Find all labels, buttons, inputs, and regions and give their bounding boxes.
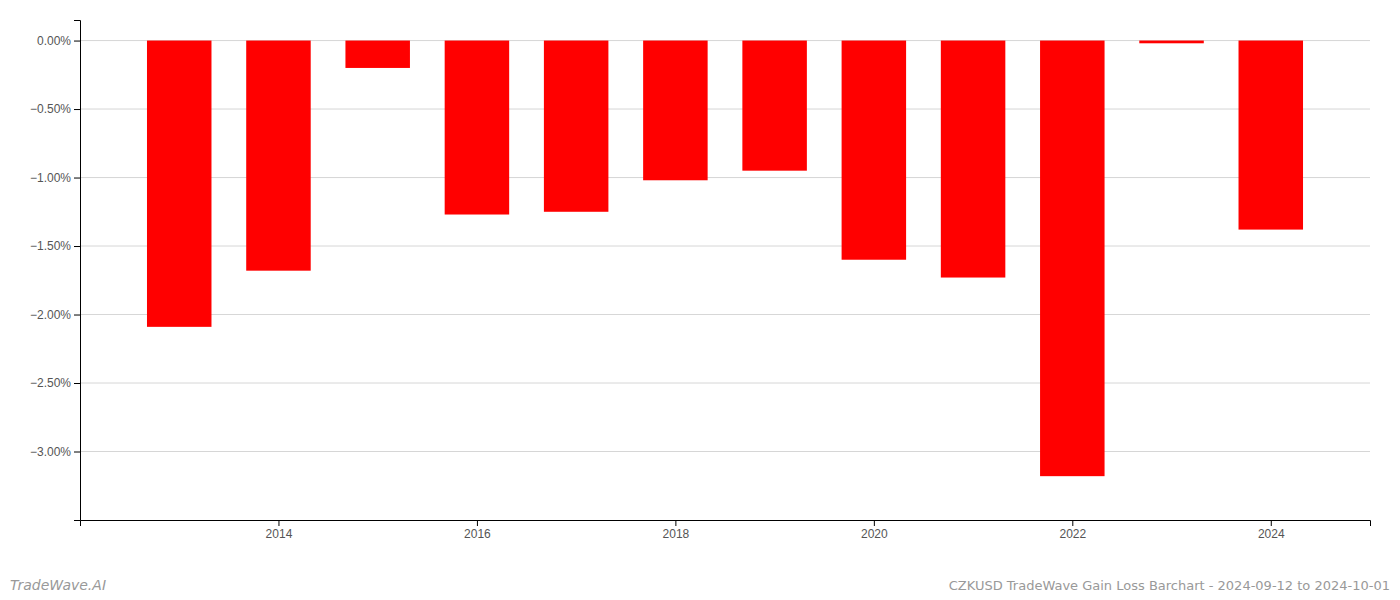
bar	[246, 41, 311, 271]
tick-label: 2022	[1059, 527, 1086, 541]
tick-label: 0.00%	[37, 34, 71, 48]
tick-label: −3.00%	[30, 445, 71, 459]
bar	[445, 41, 510, 215]
tick: −1.50%	[30, 239, 80, 253]
tick-mark	[1271, 520, 1272, 526]
tick: −2.00%	[30, 308, 80, 322]
tick-mark	[74, 383, 80, 384]
tick-mark	[874, 520, 875, 526]
tick-mark	[74, 452, 80, 453]
bar	[941, 41, 1006, 278]
tick-label: 2014	[266, 527, 293, 541]
tick: 2014	[266, 520, 293, 541]
tick-mark	[74, 315, 80, 316]
tick: −2.50%	[30, 376, 80, 390]
tick: 2016	[464, 520, 491, 541]
tick-mark	[1072, 520, 1073, 526]
tick: 2024	[1258, 520, 1285, 541]
tick-mark	[74, 41, 80, 42]
tick-label: 2016	[464, 527, 491, 541]
chart: 0.00% −0.50% −1.00% −1.50% −2.00% −2.50% −3.00…	[0, 0, 1400, 600]
grid	[80, 41, 1370, 452]
tick: 2018	[663, 520, 690, 541]
bar	[544, 41, 609, 212]
title: CZKUSD TradeWave Gain Loss Barchart - 20…	[949, 578, 1390, 593]
bar	[643, 41, 708, 181]
bar	[345, 41, 410, 68]
bar	[1139, 41, 1204, 44]
tick-label: −0.50%	[30, 102, 71, 116]
tick: 2022	[1059, 520, 1086, 541]
x-axis: 2014 2016 2018 2020 2022 2024	[81, 520, 1371, 541]
bar	[1040, 41, 1105, 477]
tick-label: −2.00%	[30, 308, 71, 322]
tick: −1.00%	[30, 171, 80, 185]
tick-label: 2020	[861, 527, 888, 541]
y-axis: 0.00% −0.50% −1.00% −1.50% −2.00% −2.50% −3.00…	[30, 21, 81, 521]
grid-line	[80, 383, 1370, 384]
bars	[147, 41, 1303, 477]
tick-label: 2018	[663, 527, 690, 541]
tick: −0.50%	[30, 102, 80, 116]
bar	[842, 41, 907, 260]
tick-label: 2024	[1258, 527, 1285, 541]
axis-line	[74, 21, 81, 521]
tick-mark	[74, 109, 80, 110]
axis-line	[81, 521, 1371, 527]
tick: −3.00%	[30, 445, 80, 459]
bar	[742, 41, 807, 171]
tick-mark	[477, 520, 478, 526]
tick: 0.00%	[37, 34, 80, 48]
tick-mark	[278, 520, 279, 526]
tick-label: −1.50%	[30, 239, 71, 253]
tick-mark	[74, 246, 80, 247]
tick: 2020	[861, 520, 888, 541]
tick-label: −2.50%	[30, 376, 71, 390]
tick-mark	[675, 520, 676, 526]
grid-line	[80, 314, 1370, 315]
grid-line	[80, 451, 1370, 452]
bar	[147, 41, 212, 327]
bar	[1239, 41, 1304, 230]
watermark: TradeWave.AI	[10, 577, 106, 593]
tick-mark	[74, 178, 80, 179]
tick-label: −1.00%	[30, 171, 71, 185]
